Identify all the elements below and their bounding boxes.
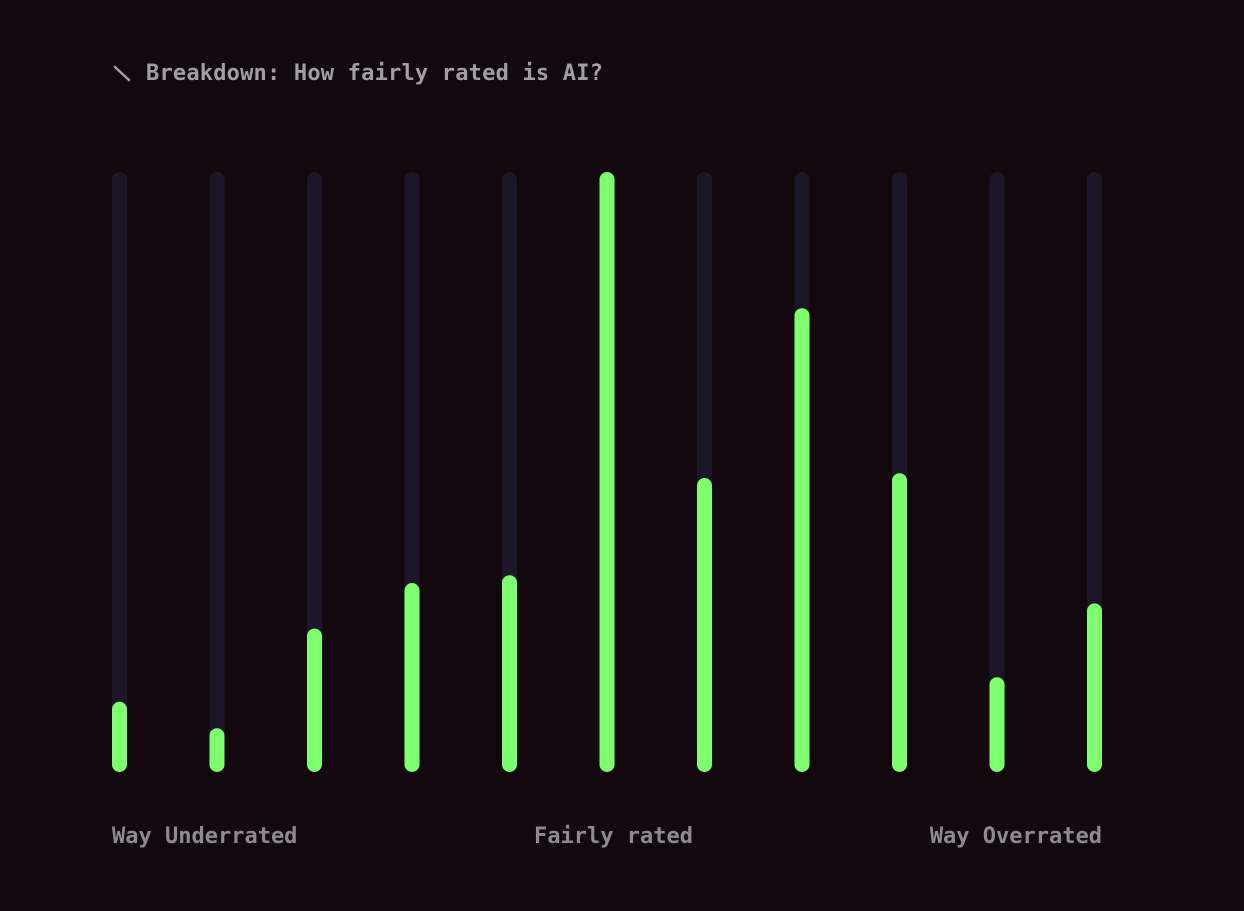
bar-6 [599, 172, 615, 772]
bar-7 [697, 478, 712, 772]
bar-1 [112, 701, 127, 772]
bar-track [112, 172, 127, 772]
bar-5 [502, 575, 517, 772]
bar-10 [989, 677, 1005, 772]
bar-track [989, 172, 1005, 772]
bar-2 [209, 728, 225, 772]
bar-track [209, 172, 225, 772]
diagonal-slash-icon [113, 65, 131, 82]
bar-track [307, 172, 322, 772]
chart-title-row: Breakdown: How fairly rated is AI? [112, 58, 603, 88]
chart-title: Breakdown: How fairly rated is AI? [146, 60, 604, 86]
bar-9 [892, 473, 907, 772]
bar-11 [1087, 603, 1102, 772]
bar-4 [404, 583, 420, 772]
scale-label-left: Way Underrated [112, 824, 298, 849]
scale-label-middle: Fairly rated [534, 824, 693, 849]
bar-8 [794, 308, 810, 772]
scale-label-right: Way Overrated [929, 824, 1102, 849]
bar-3 [307, 628, 322, 772]
